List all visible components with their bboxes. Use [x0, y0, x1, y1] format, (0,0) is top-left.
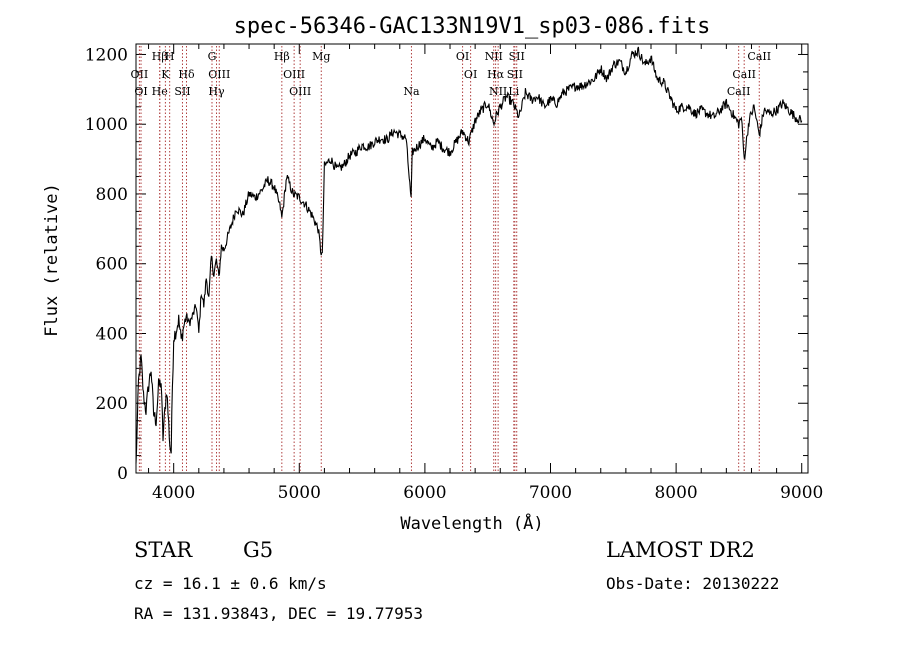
- x-tick-label: 4000: [152, 483, 195, 503]
- line-marker-label: Li: [508, 85, 519, 98]
- y-tick-label: 1000: [85, 115, 128, 135]
- object-class: STAR: [134, 538, 193, 562]
- line-marker-label: Mg: [312, 50, 330, 63]
- coordinates: RA = 131.93843, DEC = 19.77953: [134, 604, 423, 623]
- line-marker-label: Hγ: [208, 85, 225, 98]
- y-tick-label: 1200: [85, 45, 128, 65]
- y-tick-label: 0: [117, 464, 128, 484]
- survey-name: LAMOST DR2: [606, 538, 755, 562]
- line-marker-label: OIII: [283, 68, 305, 81]
- line-marker-label: SII: [509, 50, 525, 63]
- line-marker-label: OI: [456, 50, 469, 63]
- line-marker-label: G: [208, 50, 217, 63]
- line-marker-label: CaII: [732, 68, 756, 81]
- line-marker-label: OIII: [289, 85, 311, 98]
- y-tick-label: 200: [96, 394, 128, 414]
- line-marker-label: K: [161, 68, 170, 81]
- x-tick-label: 9000: [780, 483, 823, 503]
- y-tick-label: 600: [96, 255, 128, 275]
- line-marker-label: Hβ: [274, 50, 290, 63]
- obs-date: Obs-Date: 20130222: [606, 574, 780, 593]
- x-tick-label: 5000: [278, 483, 321, 503]
- y-axis-label: Flux (relative): [42, 183, 62, 337]
- line-marker-label: Hδ: [178, 68, 195, 81]
- line-marker-label: Na: [403, 85, 420, 98]
- x-tick-label: 8000: [654, 483, 697, 503]
- line-marker-label: SII: [174, 85, 190, 98]
- spectrum-line: [135, 46, 803, 464]
- redshift-readout: cz = 16.1 ± 0.6 km/s: [134, 574, 327, 593]
- y-tick-label: 400: [96, 324, 128, 344]
- x-axis-label: Wavelength (Å): [400, 512, 543, 534]
- x-tick-label: 6000: [403, 483, 446, 503]
- line-marker-label: OIII: [208, 68, 230, 81]
- chart-title: spec-56346-GAC133N19V1_sp03-086.fits: [234, 14, 711, 39]
- line-marker-label: NII: [489, 85, 507, 98]
- plot-frame: [135, 43, 809, 474]
- line-marker-label: CaII: [727, 85, 751, 98]
- line-marker-label: H: [165, 50, 175, 63]
- spectrum-series: [135, 46, 803, 464]
- x-tick-label: 7000: [529, 483, 572, 503]
- object-subclass: G5: [243, 538, 274, 562]
- line-marker-label: NII: [485, 50, 503, 63]
- line-marker-label: He: [152, 85, 168, 98]
- axes: 4000 5000 6000 7000 8000 9000 0 200 400 600 800 100…: [85, 43, 823, 503]
- line-marker-label: OI: [464, 68, 477, 81]
- line-marker-label: OII: [131, 68, 149, 81]
- line-marker-label: CaII: [747, 50, 771, 63]
- line-marker-label: OI: [134, 85, 147, 98]
- y-tick-label: 800: [96, 185, 128, 205]
- line-marker-label: SII: [507, 68, 523, 81]
- line-marker-label: Hα: [487, 68, 505, 81]
